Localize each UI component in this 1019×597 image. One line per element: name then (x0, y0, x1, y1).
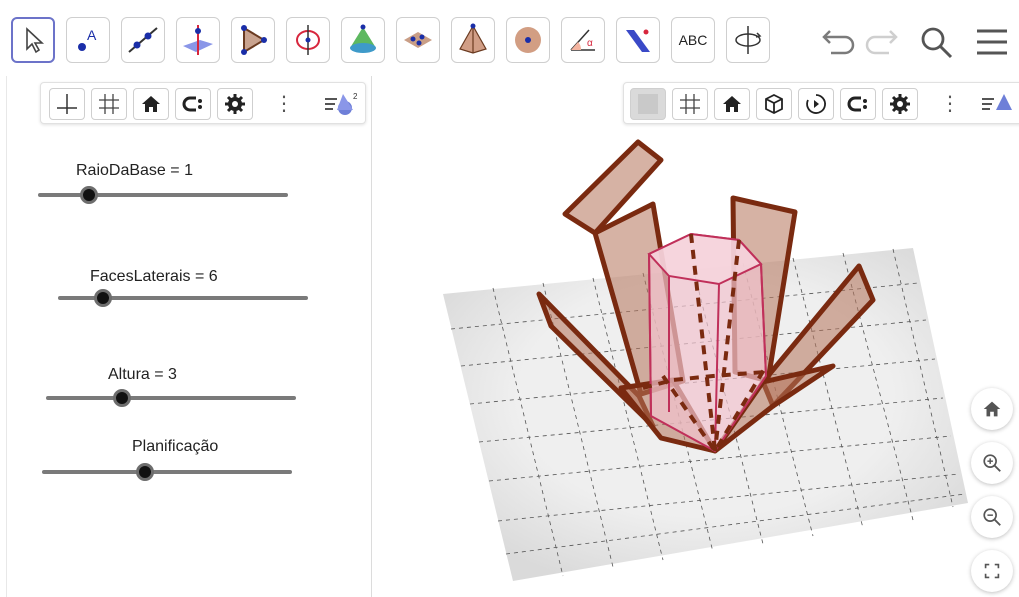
background-toggle-button[interactable] (630, 88, 666, 120)
move-tool-button[interactable] (11, 17, 55, 63)
sphere-icon (515, 27, 541, 53)
cone-tool-button[interactable] (341, 17, 385, 63)
cube-icon (765, 93, 783, 115)
graphics-2d-style-bar: ⋮ 2 (40, 82, 366, 124)
circle-axis-icon (296, 25, 320, 55)
angle-icon: α (570, 29, 595, 51)
redo-icon (865, 30, 898, 55)
view-direction-button[interactable] (756, 88, 792, 120)
search-button[interactable] (914, 20, 958, 64)
slider-track[interactable] (58, 296, 308, 300)
line-tool-button[interactable] (121, 17, 165, 63)
net-icon (404, 32, 432, 48)
point-tool-button[interactable]: A (66, 17, 110, 63)
menu-icon (977, 29, 1007, 55)
slider-label: RaioDaBase = 1 (76, 162, 193, 179)
search-icon (921, 27, 953, 59)
angle-tool-label: α (587, 38, 593, 49)
zoom-in-button[interactable] (971, 442, 1013, 484)
3d-scene[interactable] (373, 76, 1019, 597)
graphics-3d-style-bar: ⋮ (623, 82, 1019, 124)
fullscreen-button[interactable] (971, 550, 1013, 592)
standard-view-button[interactable] (971, 388, 1013, 430)
move-arrow-icon (26, 27, 45, 54)
axes-icon (57, 94, 77, 114)
grid-toggle-button[interactable] (91, 88, 127, 120)
graphics3d-view-menu-button[interactable] (978, 88, 1018, 120)
point-tool-label: A (87, 27, 97, 43)
graphics-view-icon: 2 (325, 92, 358, 115)
point-capture-icon (847, 96, 867, 112)
background-icon (638, 94, 658, 114)
fullscreen-icon (984, 563, 1000, 579)
axes-toggle-button[interactable] (49, 88, 85, 120)
settings-button-3d[interactable] (882, 88, 918, 120)
settings-button[interactable] (217, 88, 253, 120)
graphics-3d-view[interactable]: ⋮ (373, 76, 1019, 597)
sphere-tool-button[interactable] (506, 17, 550, 63)
graphics-2d-view: ⋮ 2 RaioDaBase = 1 FacesLaterais = 6 Alt… (0, 76, 372, 597)
point-capture-icon (182, 96, 202, 112)
angle-tool-button[interactable]: α (561, 17, 605, 63)
undo-button[interactable] (814, 20, 858, 64)
line-icon (128, 27, 158, 53)
grid-icon (99, 94, 119, 114)
reflect-plane-icon (626, 29, 650, 52)
pyramid-tool-button[interactable] (451, 17, 495, 63)
slider-track[interactable] (42, 470, 292, 474)
point-capture-button-3d[interactable] (840, 88, 876, 120)
text-tool-button[interactable]: ABC (671, 17, 715, 63)
graphics-view-badge: 2 (353, 92, 358, 101)
zoom-out-button[interactable] (971, 496, 1013, 538)
polygon-icon (241, 25, 267, 55)
cone-icon (350, 24, 376, 53)
rotate-view-tool-button[interactable] (726, 17, 770, 63)
main-toolbar: A α ABC (0, 0, 1019, 76)
graphics3d-view-icon (982, 94, 1012, 110)
slider-label: Planificação (132, 438, 219, 455)
polygon-tool-button[interactable] (231, 17, 275, 63)
grid-toggle-button-3d[interactable] (672, 88, 708, 120)
net-face (562, 139, 664, 236)
settings-icon (890, 94, 910, 114)
slider-track[interactable] (38, 193, 288, 197)
point-capture-button[interactable] (175, 88, 211, 120)
graphics-view-menu-button[interactable]: 2 (321, 88, 361, 120)
text-tool-label: ABC (678, 32, 708, 48)
zoom-out-icon (983, 508, 1001, 526)
rotate-icon (806, 94, 826, 114)
more-options-button-3d[interactable]: ⋮ (940, 93, 960, 115)
hidden-edges (642, 233, 767, 455)
slider-thumb[interactable] (94, 289, 112, 307)
home-icon (723, 96, 741, 112)
rotate-view-button[interactable] (798, 88, 834, 120)
more-options-button[interactable]: ⋮ (274, 93, 294, 115)
slider-track[interactable] (46, 396, 296, 400)
pyramid-icon (459, 23, 487, 54)
undo-icon (822, 30, 855, 55)
perpendicular-tool-button[interactable] (176, 17, 220, 63)
slider-thumb[interactable] (80, 186, 98, 204)
menu-button[interactable] (970, 20, 1014, 64)
perpendicular-line-icon (183, 25, 213, 55)
rotate-view-icon (735, 26, 762, 54)
net-tool-button[interactable] (396, 17, 440, 63)
slider-label: FacesLaterais = 6 (90, 268, 218, 285)
slider-label: Altura = 3 (108, 366, 177, 383)
point-icon: A (78, 27, 97, 51)
home-icon (983, 401, 1001, 417)
settings-icon (225, 94, 245, 114)
panel-divider (6, 76, 7, 597)
grid-icon (680, 94, 700, 114)
redo-button[interactable] (862, 20, 906, 64)
home-icon (142, 96, 160, 112)
hexagonal-prism (647, 232, 768, 453)
zoom-in-icon (983, 454, 1001, 472)
circle-axis-tool-button[interactable] (286, 17, 330, 63)
slider-thumb[interactable] (136, 463, 154, 481)
reflect-plane-tool-button[interactable] (616, 17, 660, 63)
home-view-button[interactable] (133, 88, 169, 120)
home-view-button-3d[interactable] (714, 88, 750, 120)
slider-thumb[interactable] (113, 389, 131, 407)
